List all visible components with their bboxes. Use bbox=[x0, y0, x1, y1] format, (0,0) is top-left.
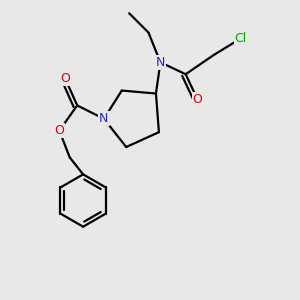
Text: Cl: Cl bbox=[235, 32, 247, 45]
Text: O: O bbox=[54, 124, 64, 137]
Text: O: O bbox=[193, 93, 202, 106]
Text: N: N bbox=[156, 56, 165, 69]
Text: O: O bbox=[60, 72, 70, 85]
Text: N: N bbox=[99, 112, 109, 125]
